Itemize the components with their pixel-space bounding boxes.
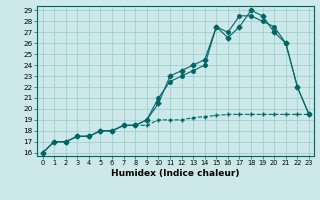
X-axis label: Humidex (Indice chaleur): Humidex (Indice chaleur) (111, 169, 239, 178)
